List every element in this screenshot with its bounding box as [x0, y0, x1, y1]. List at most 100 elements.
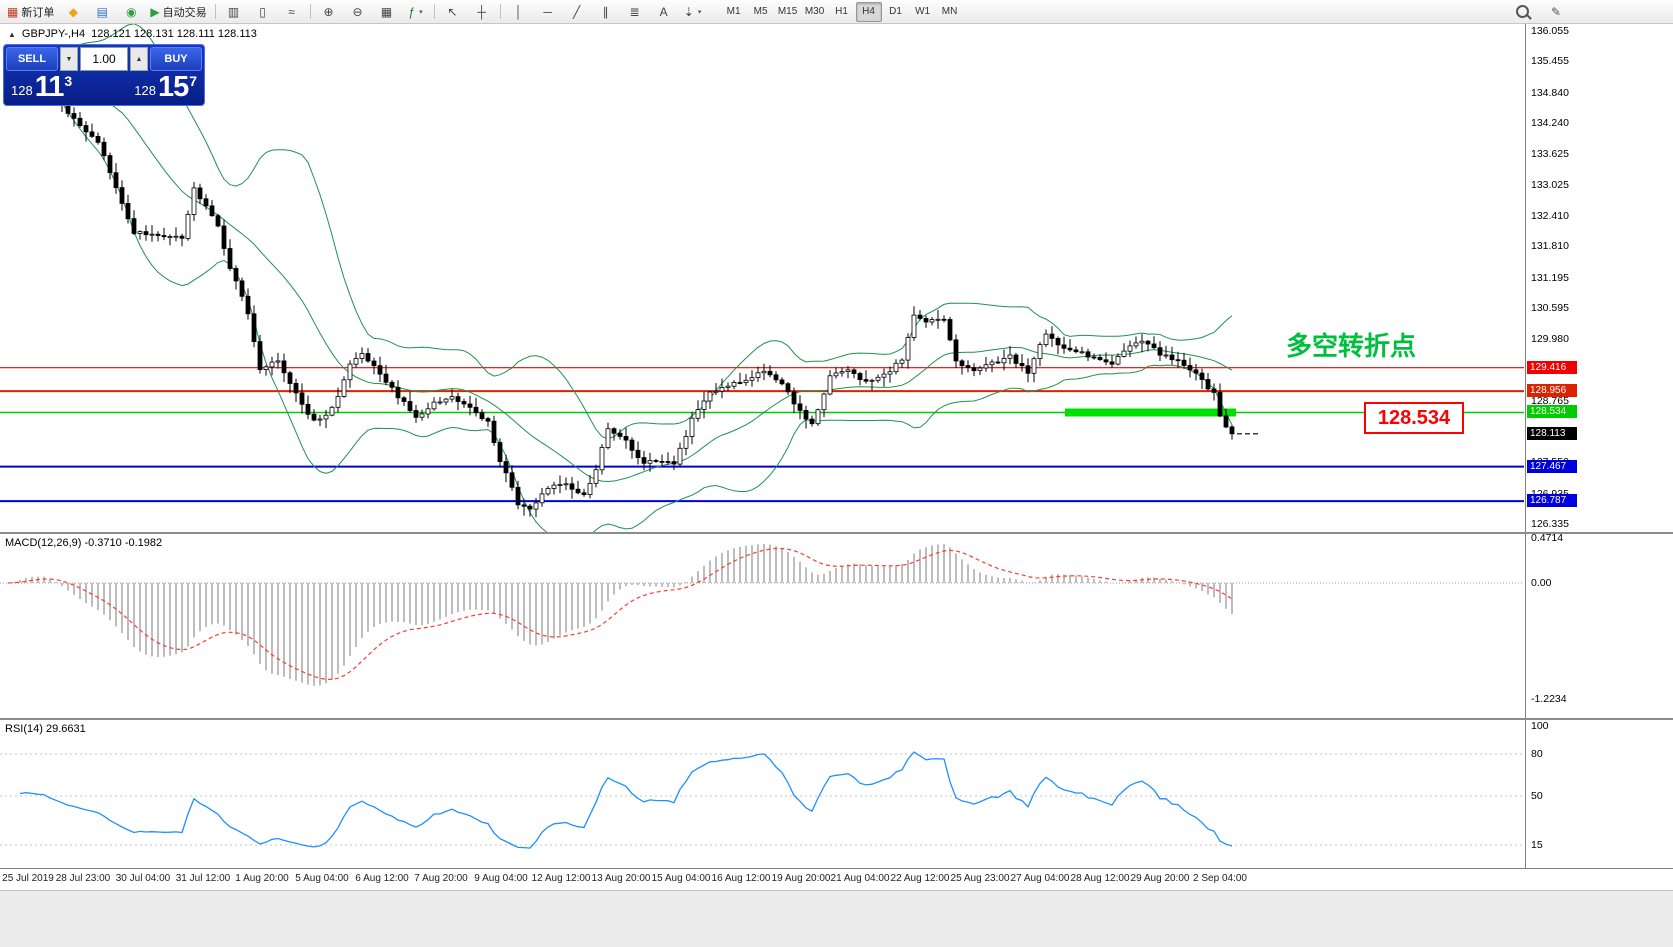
fibonacci-button[interactable]: ≣ — [621, 1, 649, 23]
search-icon — [1515, 5, 1529, 18]
price-axis-tick: 136.055 — [1531, 25, 1569, 37]
chart-macd-splitter[interactable] — [0, 532, 1673, 534]
timeframe-d1-button[interactable]: D1 — [889, 6, 902, 17]
new-order-icon: ▦ — [7, 4, 19, 19]
new-order-button[interactable]: ▦ 新订单 — [3, 1, 58, 23]
time-axis-label: 30 Jul 04:00 — [115, 873, 171, 884]
price-axis-tick: 133.625 — [1531, 148, 1569, 160]
indicators-button[interactable]: ƒ ▾ — [402, 1, 430, 23]
line-chart-icon: ≈ — [288, 4, 295, 19]
timeframe-toolbar: M1 M5 M15 M30 H1 H4 D1 W1 MN — [721, 1, 963, 22]
time-axis[interactable]: 25 Jul 2019 28 Jul 23:00 30 Jul 04:00 31 Ju… — [0, 868, 1673, 890]
timeframe-h4-button[interactable]: H4 — [855, 1, 882, 22]
time-axis-label: 25 Jul 2019 — [2, 873, 54, 884]
sell-price-big: 11 — [34, 71, 65, 103]
time-axis-label: 21 Aug 04:00 — [830, 873, 890, 884]
zoom-in-button[interactable]: ⊕ — [315, 1, 343, 23]
crosshair-button[interactable]: ┼ — [468, 1, 496, 23]
price-axis-tick: 126.335 — [1531, 518, 1569, 530]
time-axis-label: 9 Aug 04:00 — [474, 873, 528, 884]
candlestick-chart-button[interactable]: ▯ — [249, 1, 277, 23]
status-bar — [0, 890, 1673, 947]
sell-button[interactable]: SELL — [6, 47, 58, 71]
pivot-note: 多空转折点 — [1286, 331, 1417, 361]
vertical-line-button[interactable]: │ — [505, 1, 533, 23]
buy-price-pip: 7 — [189, 73, 197, 89]
timeframe-m30-button[interactable]: M30 — [804, 6, 825, 17]
rsi-title: RSI(14) 29.6631 — [5, 723, 86, 735]
time-axis-label: 28 Jul 23:00 — [55, 873, 111, 884]
charts-window-button[interactable]: ▤ — [88, 1, 116, 23]
arrows-button[interactable]: ⇣ ▾ — [679, 1, 707, 23]
price-axis-tick: 135.455 — [1531, 55, 1569, 67]
macd-canvas[interactable] — [0, 534, 1524, 718]
lot-decrease-button[interactable]: ▼ — [60, 47, 78, 71]
cursor-icon: ↖ — [447, 4, 458, 19]
time-axis-label: 19 Aug 20:00 — [771, 873, 831, 884]
lot-size-input[interactable] — [80, 47, 128, 71]
sell-price[interactable]: 128 11 3 — [11, 72, 72, 102]
metaeditor-button[interactable]: ◆ — [59, 1, 87, 23]
time-axis-label: 6 Aug 12:00 — [355, 873, 409, 884]
macd-rsi-splitter[interactable] — [0, 718, 1673, 720]
symbol-ohlc-line: ▲ GBPJPY-,H4 128.121 128.131 128.111 128… — [8, 28, 257, 40]
timeframe-h1-button[interactable]: H1 — [835, 6, 848, 17]
timeframe-mn-button[interactable]: MN — [941, 6, 958, 17]
time-axis-label: 16 Aug 12:00 — [711, 873, 771, 884]
horizontal-line-button[interactable]: ─ — [534, 1, 562, 23]
search-button[interactable] — [1508, 1, 1536, 23]
price-axis-tick: 132.410 — [1531, 210, 1569, 222]
price-level-badge: 127.467 — [1527, 460, 1577, 473]
refresh-icon: ◉ — [126, 4, 137, 19]
refresh-button[interactable]: ◉ — [117, 1, 145, 23]
time-axis-label: 7 Aug 20:00 — [414, 873, 468, 884]
buy-price-big: 15 — [157, 71, 189, 103]
autotrading-label: 自动交易 — [162, 6, 207, 19]
timeframe-w1-button[interactable]: W1 — [915, 6, 931, 17]
timeframe-m5-button[interactable]: M5 — [753, 6, 768, 17]
quick-edit-button[interactable]: ✎ — [1542, 1, 1570, 23]
toolbar-separator — [499, 4, 501, 19]
indicators-dropdown-icon[interactable]: ▾ — [419, 8, 423, 16]
text-label-button[interactable]: A — [650, 1, 678, 23]
toolbar-separator — [309, 4, 311, 19]
toolbar-right-group: ✎ — [1508, 1, 1570, 23]
lot-increase-button[interactable]: ▲ — [130, 47, 148, 71]
fibonacci-icon: ≣ — [629, 4, 640, 19]
price-level-badge: 129.416 — [1527, 361, 1577, 374]
tile-windows-button[interactable]: ▦ — [373, 1, 401, 23]
time-axis-label: 2 Sep 04:00 — [1193, 873, 1247, 884]
new-order-label: 新订单 — [21, 6, 55, 19]
trendline-button[interactable]: ╱ — [563, 1, 591, 23]
sell-price-pip: 3 — [64, 73, 73, 89]
time-axis-label: 22 Aug 12:00 — [890, 873, 950, 884]
autotrading-button[interactable]: ▶ 自动交易 — [146, 1, 210, 23]
timeframe-m1-button[interactable]: M1 — [726, 6, 741, 17]
rsi-canvas[interactable] — [0, 720, 1524, 868]
zoom-out-button[interactable]: ⊖ — [344, 1, 372, 23]
one-click-collapse-icon[interactable]: ▲ — [8, 29, 16, 39]
autotrading-icon: ▶ — [150, 4, 160, 19]
equidistant-channel-button[interactable]: ∥ — [592, 1, 620, 23]
text-label-icon: A — [659, 4, 668, 19]
price-axis-tick: 129.980 — [1531, 333, 1569, 345]
bar-chart-button[interactable]: ▥ — [220, 1, 248, 23]
trendline-icon: ╱ — [572, 4, 581, 19]
price-level-badge: 128.956 — [1527, 384, 1577, 397]
ohlc-values: 128.121 128.131 128.111 128.113 — [91, 28, 257, 40]
chart-canvas[interactable] — [0, 24, 1524, 532]
timeframe-m15-button[interactable]: M15 — [777, 6, 798, 17]
price-level-badge: 126.787 — [1527, 494, 1577, 507]
buy-button[interactable]: BUY — [150, 47, 202, 71]
macd-axis-label: 0.4714 — [1531, 532, 1564, 544]
price-level-badge: 128.534 — [1527, 405, 1577, 418]
price-axis[interactable]: 136.055 135.455 134.840 134.240 133.625 133.0… — [1525, 24, 1673, 890]
price-level-badge: 128.113 — [1527, 427, 1577, 440]
time-axis-label: 31 Jul 12:00 — [175, 873, 231, 884]
time-axis-label: 1 Aug 20:00 — [235, 873, 289, 884]
buy-price[interactable]: 128 15 7 — [134, 72, 197, 102]
cursor-button[interactable]: ↖ — [439, 1, 467, 23]
rsi-axis-label: 15 — [1531, 839, 1543, 851]
line-chart-button[interactable]: ≈ — [278, 1, 306, 23]
arrows-dropdown-icon[interactable]: ▾ — [697, 8, 702, 16]
